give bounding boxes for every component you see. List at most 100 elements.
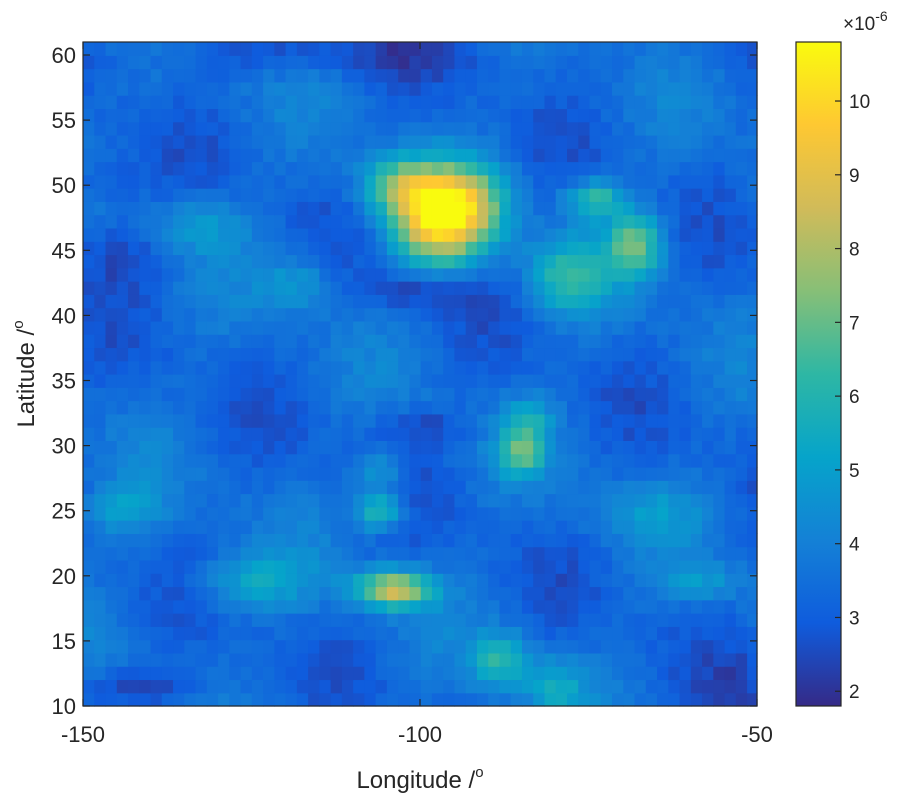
heatmap-cell (409, 334, 422, 349)
heatmap-cell (476, 599, 489, 614)
heatmap-cell (589, 652, 602, 667)
heatmap-cell (263, 201, 275, 216)
heatmap-cell (206, 400, 219, 415)
heatmap-cell (544, 520, 557, 534)
heatmap-cell (555, 559, 568, 574)
heatmap-cell (544, 440, 557, 455)
heatmap-cell (386, 639, 399, 654)
heatmap-cell (735, 294, 748, 309)
heatmap-cell (454, 281, 467, 295)
heatmap-cell (499, 294, 512, 309)
heatmap-cell (128, 413, 140, 428)
heatmap-cell (161, 546, 174, 561)
heatmap-cell (657, 586, 669, 601)
heatmap-cell (150, 227, 163, 242)
heatmap-cell (364, 347, 377, 362)
heatmap-cell (206, 68, 219, 83)
heatmap-cell (420, 281, 433, 295)
heatmap-cell (128, 374, 140, 388)
heatmap-cell (94, 453, 107, 468)
heatmap-cell (420, 320, 433, 335)
heatmap-cell (139, 573, 152, 588)
heatmap-cell (218, 427, 230, 441)
heatmap-cell (724, 440, 737, 455)
heatmap-cell (139, 148, 152, 163)
heatmap-cell (702, 639, 714, 654)
heatmap-cell (161, 666, 174, 681)
heatmap-cell (454, 201, 467, 216)
heatmap-cell (623, 214, 636, 229)
heatmap-cell (521, 68, 534, 83)
heatmap-cell (657, 466, 669, 481)
heatmap-cell (105, 692, 118, 707)
heatmap-cell (240, 466, 253, 481)
heatmap-cell (668, 320, 681, 335)
heatmap-cell (612, 440, 624, 455)
heatmap-cell (499, 374, 512, 388)
heatmap-cell (713, 42, 726, 56)
heatmap-cell (319, 241, 332, 256)
heatmap-cell (690, 294, 703, 309)
heatmap-cell (398, 121, 411, 136)
heatmap-cell (218, 613, 230, 627)
heatmap-cell (161, 413, 174, 428)
colorbar-tick-label: 5 (849, 461, 860, 482)
heatmap-cell (240, 546, 253, 561)
heatmap-cell (420, 506, 433, 521)
heatmap-cell (128, 666, 140, 681)
heatmap-cell (510, 254, 523, 269)
heatmap-cell (353, 307, 365, 322)
heatmap-cell (116, 307, 129, 322)
heatmap-cell (308, 360, 320, 375)
heatmap-cell (533, 241, 546, 256)
heatmap-cell (668, 267, 681, 282)
heatmap-cell (139, 493, 152, 508)
heatmap-cell (251, 546, 264, 561)
heatmap-cell (589, 55, 602, 70)
heatmap-cell (476, 506, 489, 521)
heatmap-cell (195, 320, 208, 335)
heatmap-cell (476, 520, 489, 534)
heatmap-cell (465, 360, 478, 375)
heatmap-cell (296, 573, 309, 588)
heatmap-cell (251, 81, 264, 96)
heatmap-cell (285, 613, 298, 627)
heatmap-cell (353, 453, 365, 468)
heatmap-cell (735, 480, 748, 495)
heatmap-cell (94, 294, 107, 309)
heatmap-cell (173, 254, 185, 269)
heatmap-cell (116, 453, 129, 468)
heatmap-cell (263, 559, 275, 574)
heatmap-cell (319, 626, 332, 641)
heatmap-cell (533, 559, 546, 574)
heatmap-cell (105, 214, 118, 229)
heatmap-cell (240, 42, 253, 56)
heatmap-cell (116, 267, 129, 282)
heatmap-cell (690, 626, 703, 641)
heatmap-cell (645, 493, 658, 508)
heatmap-cell (139, 320, 152, 335)
heatmap-cell (521, 374, 534, 388)
heatmap-cell (139, 121, 152, 136)
heatmap-cell (600, 227, 613, 242)
heatmap-cell (499, 55, 512, 70)
heatmap-cell (296, 134, 309, 149)
heatmap-cell (285, 188, 298, 202)
heatmap-cell (398, 692, 411, 707)
heatmap-cell (240, 281, 253, 295)
heatmap-cell (116, 692, 129, 707)
heatmap-cell (521, 626, 534, 641)
heatmap-cell (488, 294, 501, 309)
heatmap-cell (578, 453, 591, 468)
heatmap-cell (341, 506, 354, 521)
heatmap-cell (465, 95, 478, 109)
heatmap-cell (567, 559, 579, 574)
heatmap-cell (229, 652, 242, 667)
heatmap-cell (251, 413, 264, 428)
heatmap-cell (747, 692, 758, 707)
heatmap-cell (161, 679, 174, 694)
heatmap-cell (476, 307, 489, 322)
heatmap-cell (240, 573, 253, 588)
heatmap-cell (341, 320, 354, 335)
heatmap-cell (150, 320, 163, 335)
